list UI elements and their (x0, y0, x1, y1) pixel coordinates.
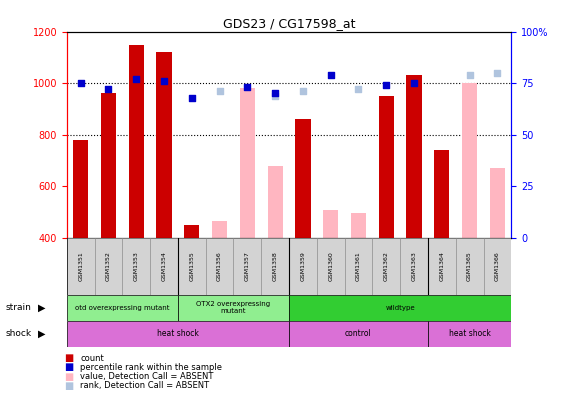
Bar (178, 238, 206, 295)
Bar (379, 96, 394, 238)
Bar (123, 238, 150, 295)
Text: strain: strain (6, 303, 32, 312)
Bar (456, 238, 483, 295)
Bar (434, 150, 450, 238)
Bar (428, 321, 511, 346)
Bar (317, 238, 345, 295)
Text: value, Detection Call = ABSENT: value, Detection Call = ABSENT (80, 372, 214, 381)
Point (104, 86, 113, 93)
Point (132, 76, 141, 82)
Bar (67, 321, 289, 346)
Bar (267, 166, 283, 238)
Bar (67, 238, 95, 295)
Bar (490, 168, 505, 238)
Bar (240, 88, 255, 238)
Bar (128, 45, 144, 238)
Bar (261, 238, 289, 295)
Text: GSM1352: GSM1352 (106, 251, 111, 281)
Bar (400, 238, 428, 295)
Point (215, 88, 224, 95)
Point (493, 70, 502, 76)
Text: GSM1365: GSM1365 (467, 251, 472, 281)
Text: GSM1351: GSM1351 (78, 251, 83, 281)
Point (465, 72, 474, 78)
Text: GSM1366: GSM1366 (495, 251, 500, 281)
Point (354, 86, 363, 93)
Bar (289, 295, 511, 321)
Text: GSM1354: GSM1354 (162, 251, 167, 281)
Bar (345, 238, 372, 295)
Bar (351, 213, 366, 238)
Text: GSM1356: GSM1356 (217, 251, 222, 281)
Text: ■: ■ (64, 381, 73, 391)
Bar (483, 238, 511, 295)
Text: GSM1364: GSM1364 (439, 251, 444, 281)
Text: control: control (345, 329, 372, 338)
Text: rank, Detection Call = ABSENT: rank, Detection Call = ABSENT (80, 381, 209, 390)
Point (187, 94, 196, 101)
Text: GSM1358: GSM1358 (272, 251, 278, 281)
Point (298, 88, 307, 95)
Text: GSM1363: GSM1363 (411, 251, 417, 281)
Bar (101, 93, 116, 238)
Text: percentile rank within the sample: percentile rank within the sample (80, 363, 222, 372)
Text: GSM1359: GSM1359 (300, 251, 306, 281)
Bar (289, 321, 428, 346)
Bar (95, 238, 123, 295)
Bar (178, 295, 289, 321)
Text: heat shock: heat shock (449, 329, 490, 338)
Point (271, 90, 280, 97)
Bar (234, 238, 261, 295)
Text: ■: ■ (64, 371, 73, 382)
Point (159, 78, 168, 84)
Bar (407, 75, 422, 238)
Bar (150, 238, 178, 295)
Bar (428, 238, 456, 295)
Text: heat shock: heat shock (157, 329, 199, 338)
Text: GSM1361: GSM1361 (356, 251, 361, 281)
Bar (372, 238, 400, 295)
Text: otd overexpressing mutant: otd overexpressing mutant (75, 305, 170, 311)
Bar (184, 225, 199, 238)
Bar (67, 295, 178, 321)
Text: ▶: ▶ (38, 329, 45, 339)
Text: ▶: ▶ (38, 303, 45, 313)
Point (326, 72, 335, 78)
Point (271, 92, 280, 99)
Bar (212, 221, 227, 238)
Bar (73, 140, 88, 238)
Text: GSM1360: GSM1360 (328, 251, 333, 281)
Text: shock: shock (6, 329, 32, 338)
Text: wildtype: wildtype (385, 305, 415, 311)
Text: OTX2 overexpressing
mutant: OTX2 overexpressing mutant (196, 301, 271, 314)
Text: GSM1357: GSM1357 (245, 251, 250, 281)
Bar (462, 83, 477, 238)
Text: GSM1355: GSM1355 (189, 251, 194, 281)
Point (410, 80, 419, 86)
Point (243, 84, 252, 90)
Text: count: count (80, 354, 104, 363)
Text: GSM1353: GSM1353 (134, 251, 139, 281)
Bar (295, 119, 311, 238)
Bar (323, 210, 338, 238)
Point (76, 80, 85, 86)
Bar (156, 52, 171, 238)
Title: GDS23 / CG17598_at: GDS23 / CG17598_at (223, 17, 356, 30)
Bar (289, 238, 317, 295)
Bar (206, 238, 234, 295)
Point (382, 82, 391, 88)
Text: GSM1362: GSM1362 (384, 251, 389, 281)
Text: ■: ■ (64, 362, 73, 373)
Text: ■: ■ (64, 353, 73, 364)
